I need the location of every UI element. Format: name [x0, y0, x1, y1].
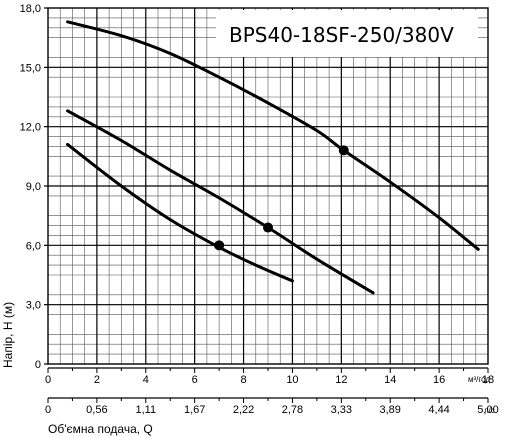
x2-tick-label: 2,78: [282, 404, 303, 416]
y-tick-label: 0: [35, 359, 41, 371]
x2-tick-label: 1,67: [184, 404, 205, 416]
y-tick-label: 3,0: [26, 300, 41, 312]
y-axis-title: Напір, Н (м): [1, 302, 15, 368]
x2-tick-label: 3,33: [331, 404, 352, 416]
x2-tick-label: 4,44: [428, 404, 449, 416]
y-tick-label: 6,0: [26, 240, 41, 252]
y-axis: 0 3,0 6,0 9,0 12,0 15,0 18,0: [20, 3, 48, 371]
x2-tick-label: 3,89: [380, 404, 401, 416]
curve-line-2: [66, 109, 375, 295]
x-tick-label: 12: [335, 374, 347, 386]
x2-tick-label: 0: [45, 404, 51, 416]
y-tick-label: 15,0: [20, 62, 41, 74]
x-tick-label: 14: [384, 374, 396, 386]
x2-tick-label: 5,00: [477, 404, 498, 416]
curve-line-1: [66, 142, 294, 283]
chart-title: BPS40-18SF-250/380V: [229, 23, 454, 47]
title-box: [216, 10, 478, 57]
x2-tick-label: 2,22: [233, 404, 254, 416]
x-tick-label: 8: [240, 374, 246, 386]
x-axis-title: Об'ємна подача, Q: [48, 422, 153, 436]
x-tick-label: 18: [482, 374, 494, 386]
x-tick-label: 10: [286, 374, 298, 386]
x-axis-unit: м³/год: [468, 375, 490, 384]
x2-tick-label: 1,11: [135, 404, 156, 416]
y-tick-label: 18,0: [20, 3, 41, 15]
x-tick-label: 4: [143, 374, 149, 386]
x-tick-label: 16: [433, 374, 445, 386]
x-axis: 0 2 4 6 8 10 12 14 16 18: [45, 367, 494, 386]
duty-point-3: [338, 145, 349, 156]
x2-axis: 0 0,56 1,11 1,67 2,22 2,78 3,33 3,89 4,44 5,00: [45, 397, 499, 416]
curves: [66, 20, 480, 295]
x-tick-label: 6: [192, 374, 198, 386]
x-tick-label: 2: [94, 374, 100, 386]
y-tick-label: 9,0: [26, 181, 41, 193]
x2-axis-unit: л/с: [484, 406, 495, 415]
curve-line-3: [66, 20, 480, 251]
x2-tick-label: 0,56: [86, 404, 107, 416]
duty-point-1: [214, 240, 225, 251]
x-tick-label: 0: [45, 374, 51, 386]
duty-point-2: [263, 222, 273, 233]
y-tick-label: 12,0: [20, 122, 41, 134]
